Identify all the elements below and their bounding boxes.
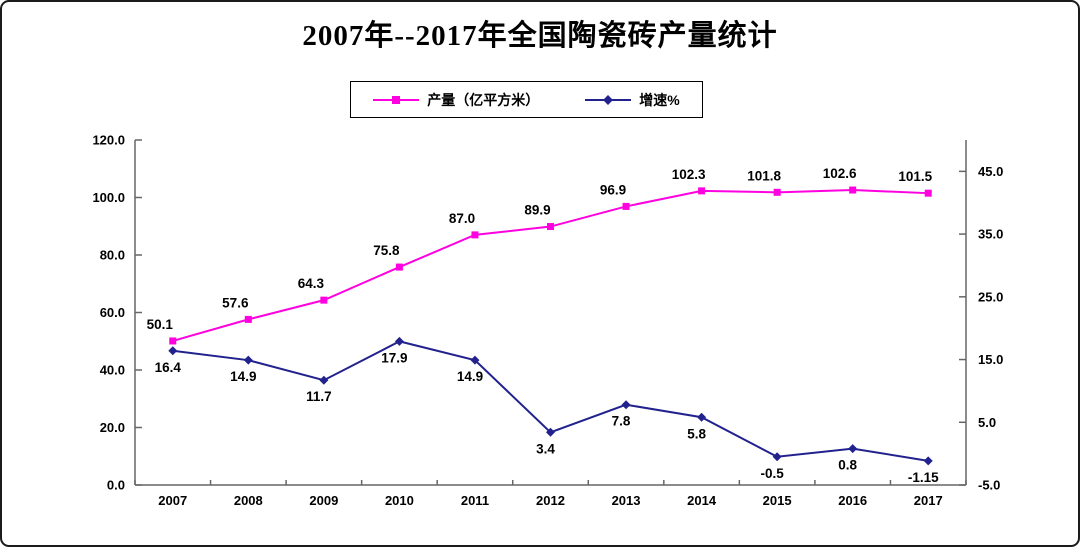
production-data-label: 101.5 [898, 169, 932, 184]
production-data-label: 75.8 [373, 243, 400, 258]
growth-data-label: 3.4 [536, 441, 555, 456]
growth-point-marker [697, 412, 707, 422]
production-point-marker [244, 315, 252, 323]
growth-point-marker [470, 355, 480, 365]
growth-data-label: 7.8 [612, 414, 631, 429]
y-axis-left-tick-label: 120.0 [92, 133, 125, 148]
growth-data-label: 17.9 [381, 350, 407, 365]
legend-item-production: 产量（亿平方米） [373, 90, 539, 110]
growth-point-marker [848, 444, 858, 454]
growth-data-label: 11.7 [306, 389, 332, 404]
production-point-marker [395, 263, 403, 271]
production-point-marker [622, 202, 630, 210]
x-axis-category-label: 2009 [309, 493, 338, 508]
y-axis-left-tick-label: 0.0 [107, 478, 125, 493]
legend-label-production: 产量（亿平方米） [427, 91, 540, 108]
growth-point-marker [394, 336, 404, 346]
production-point-marker [547, 223, 554, 231]
production-series-marker-icon [373, 95, 420, 104]
y-axis-right-tick-label: 35.0 [978, 227, 1003, 242]
production-data-label: 87.0 [449, 211, 475, 226]
x-axis-category-label: 2014 [687, 493, 717, 508]
production-data-label: 102.3 [672, 167, 706, 182]
production-data-label: 57.6 [222, 295, 249, 310]
growth-series-marker-icon [585, 94, 632, 105]
y-axis-left-tick-label: 80.0 [100, 248, 125, 263]
growth-point-marker [168, 346, 178, 356]
y-axis-left-tick-label: 20.0 [100, 420, 125, 435]
production-data-label: 102.6 [823, 166, 857, 181]
x-axis-category-label: 2012 [536, 493, 565, 508]
growth-data-label: -1.15 [908, 470, 939, 485]
growth-point-marker [621, 400, 631, 410]
y-axis-left-tick-label: 40.0 [100, 363, 125, 378]
production-data-label: 96.9 [600, 182, 626, 197]
y-axis-right-tick-label: -5.0 [978, 478, 1000, 493]
growth-point-marker [319, 375, 329, 385]
growth-point-marker [546, 427, 555, 437]
x-axis-category-label: 2011 [461, 493, 489, 508]
growth-data-label: -0.5 [761, 466, 785, 481]
production-data-label: 101.8 [747, 168, 781, 183]
y-axis-right-tick-label: 25.0 [978, 289, 1003, 304]
production-point-marker [849, 186, 857, 194]
growth-point-marker [923, 456, 933, 466]
y-axis-right-tick-label: 15.0 [978, 352, 1003, 367]
y-axis-right-tick-label: 45.0 [978, 164, 1003, 179]
production-data-label: 89.9 [524, 203, 550, 218]
production-data-label: 64.3 [298, 276, 325, 291]
growth-data-label: 14.9 [457, 369, 483, 384]
growth-data-label: 5.8 [687, 426, 706, 441]
y-axis-left-tick-label: 100.0 [92, 190, 125, 205]
legend-label-growth: 增速% [639, 91, 680, 108]
x-axis-category-label: 2008 [234, 493, 263, 508]
growth-data-label: 0.8 [838, 458, 857, 473]
x-axis-category-label: 2016 [838, 493, 867, 508]
production-point-marker [320, 296, 328, 304]
growth-point-marker [243, 355, 253, 365]
x-axis-category-label: 2010 [385, 493, 414, 508]
production-point-marker [698, 187, 706, 195]
production-point-marker [924, 189, 932, 197]
x-axis-category-label: 2015 [763, 493, 792, 508]
chart-title: 2007年--2017年全国陶瓷砖产量统计 [302, 20, 778, 52]
growth-data-label: 14.9 [230, 369, 256, 384]
production-point-marker [471, 231, 479, 239]
x-axis-category-label: 2007 [158, 493, 187, 508]
production-point-marker [169, 337, 177, 345]
legend-item-growth: 增速% [585, 90, 680, 110]
growth-data-label: 16.4 [155, 360, 182, 375]
y-axis-right-tick-label: 5.0 [978, 415, 996, 430]
production-data-label: 50.1 [147, 317, 174, 332]
legend: 产量（亿平方米） 增速% [350, 81, 703, 118]
production-point-marker [773, 188, 781, 196]
x-axis-category-label: 2017 [914, 493, 943, 508]
x-axis-category-label: 2013 [612, 493, 641, 508]
growth-point-marker [772, 452, 782, 462]
y-axis-left-tick-label: 60.0 [100, 305, 125, 320]
